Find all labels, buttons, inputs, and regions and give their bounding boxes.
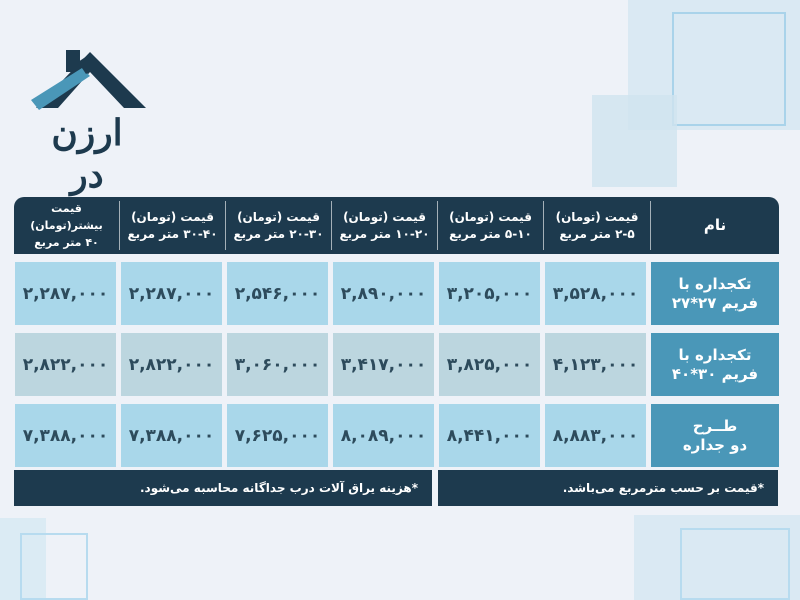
header-divider <box>437 201 438 250</box>
price-cell: ۷,۶۲۵,۰۰۰ <box>227 404 328 467</box>
price-cell: ۳,۴۱۷,۰۰۰ <box>333 333 434 396</box>
logo-icon <box>31 50 146 110</box>
decor-square <box>592 95 677 187</box>
decor-square-outline <box>672 12 786 126</box>
decor-square-outline <box>20 533 88 600</box>
price-table: نام قیمت (تومان) ۲-۵ متر مربع قیمت (توما… <box>14 197 779 467</box>
table-row: تکجداره با فریم ۲۷*۲۷ ۳,۵۲۸,۰۰۰ ۳,۲۰۵,۰۰… <box>14 262 779 325</box>
header-30-40: قیمت (تومان) ۳۰-۴۰ متر مربع <box>127 209 218 241</box>
table-row: تکجداره با فریم ۳۰*۴۰ ۴,۱۲۳,۰۰۰ ۳,۸۲۵,۰۰… <box>14 333 779 396</box>
table-row: طــرح دو جداره ۸,۸۸۳,۰۰۰ ۸,۴۴۱,۰۰۰ ۸,۰۸۹… <box>14 404 779 467</box>
header-divider <box>225 201 226 250</box>
logo-text: ارزن در <box>51 112 123 196</box>
header-divider <box>650 201 651 250</box>
row-name: طــرح دو جداره <box>651 404 779 467</box>
table-header: نام قیمت (تومان) ۲-۵ متر مربع قیمت (توما… <box>14 197 779 254</box>
price-cell: ۸,۰۸۹,۰۰۰ <box>333 404 434 467</box>
header-20-30: قیمت (تومان) ۲۰-۳۰ متر مربع <box>233 209 324 241</box>
header-2-5: قیمت (تومان) ۲-۵ متر مربع <box>555 209 639 241</box>
header-name: نام <box>703 216 727 234</box>
header-divider <box>119 201 120 250</box>
price-cell: ۲,۲۸۷,۰۰۰ <box>15 262 116 325</box>
price-cell: ۳,۲۰۵,۰۰۰ <box>439 262 540 325</box>
decor-square <box>0 518 46 600</box>
header-5-10: قیمت (تومان) ۵-۱۰ متر مربع <box>449 209 532 241</box>
price-cell: ۲,۸۹۰,۰۰۰ <box>333 262 434 325</box>
price-cell: ۴,۱۲۳,۰۰۰ <box>545 333 646 396</box>
decor-square-outline <box>680 528 790 600</box>
note-hardware-cost: *هزینه یراق آلات درب جداگانه محاسبه می‌ش… <box>14 470 432 506</box>
price-cell: ۲,۸۲۲,۰۰۰ <box>121 333 222 396</box>
header-divider <box>331 201 332 250</box>
price-cell: ۸,۸۸۳,۰۰۰ <box>545 404 646 467</box>
price-cell: ۷,۳۸۸,۰۰۰ <box>15 404 116 467</box>
price-cell: ۳,۸۲۵,۰۰۰ <box>439 333 540 396</box>
header-10-20: قیمت (تومان) ۱۰-۲۰ متر مربع <box>339 209 430 241</box>
price-cell: ۲,۸۲۲,۰۰۰ <box>15 333 116 396</box>
header-divider <box>543 201 544 250</box>
price-cell: ۲,۲۸۷,۰۰۰ <box>121 262 222 325</box>
price-cell: ۸,۴۴۱,۰۰۰ <box>439 404 540 467</box>
header-40-plus: قیمت بیشتر(تومان) ۴۰ متر مربع <box>30 202 103 249</box>
price-cell: ۲,۵۴۶,۰۰۰ <box>227 262 328 325</box>
price-cell: ۷,۳۸۸,۰۰۰ <box>121 404 222 467</box>
note-price-per-sqm: *قیمت بر حسب مترمربع می‌باشد. <box>438 470 778 506</box>
price-cell: ۳,۵۲۸,۰۰۰ <box>545 262 646 325</box>
price-cell: ۳,۰۶۰,۰۰۰ <box>227 333 328 396</box>
row-name: تکجداره با فریم ۲۷*۲۷ <box>651 262 779 325</box>
row-name: تکجداره با فریم ۳۰*۴۰ <box>651 333 779 396</box>
